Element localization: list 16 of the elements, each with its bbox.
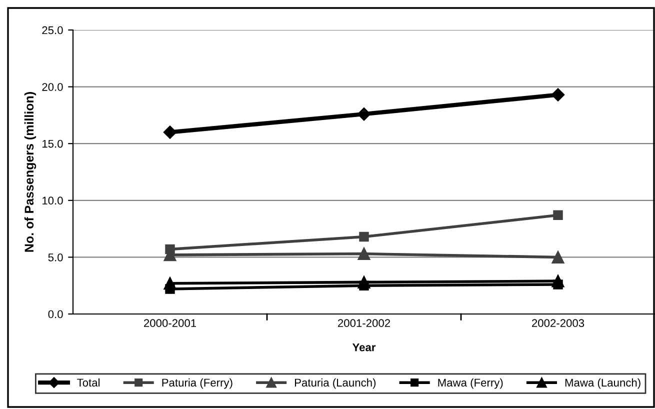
x-tick-label: 2000-2001 — [144, 319, 196, 328]
legend-label: Mawa (Launch) — [565, 378, 640, 389]
y-tick-label: 15.0 — [42, 140, 63, 148]
x-tick-label: 2002-2003 — [532, 319, 584, 328]
legend-label: Paturia (Launch) — [295, 378, 376, 389]
y-tick-label: 20.0 — [42, 83, 63, 91]
legend-label: Total — [77, 378, 100, 387]
y-tick-label: 10.0 — [42, 196, 63, 205]
legend-label: Mawa (Ferry) — [438, 378, 503, 389]
x-tick-label: 2001-2002 — [338, 319, 390, 328]
y-tick-label: 5.0 — [48, 253, 63, 262]
y-tick-label: 0.0 — [48, 310, 63, 318]
x-axis-title: Year — [352, 344, 376, 352]
y-axis-title: No. of Passengers (million) — [24, 92, 36, 252]
legend-label: Paturia (Ferry) — [162, 378, 232, 389]
y-tick-label: 25.0 — [42, 26, 63, 34]
